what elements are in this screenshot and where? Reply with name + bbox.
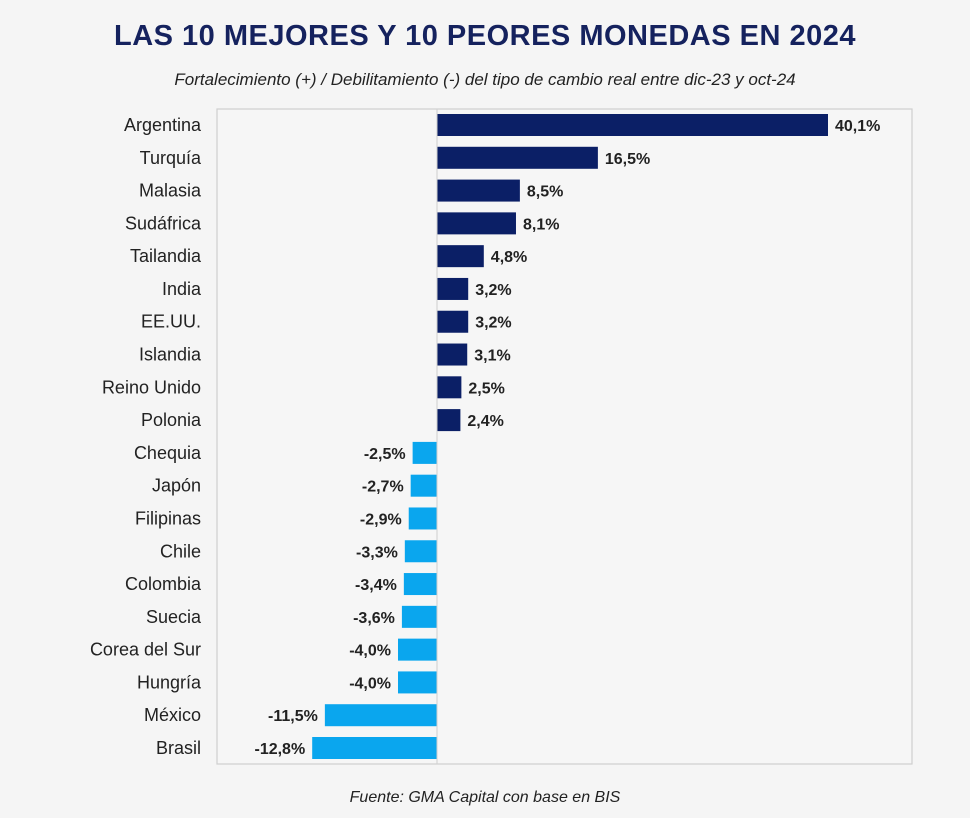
category-label: Chequia bbox=[134, 443, 202, 463]
data-label: -4,0% bbox=[349, 643, 391, 660]
data-label: -12,8% bbox=[254, 741, 305, 758]
category-label: Japón bbox=[152, 476, 201, 496]
bar-Islandia bbox=[437, 343, 468, 366]
bar-Reino Unido bbox=[437, 376, 462, 399]
data-label: 16,5% bbox=[605, 151, 650, 168]
category-label: Filipinas bbox=[135, 508, 201, 528]
bar-India bbox=[437, 277, 469, 300]
data-label: -2,7% bbox=[362, 479, 404, 496]
category-label: Islandia bbox=[139, 345, 202, 365]
bar-Chile bbox=[404, 540, 437, 563]
data-label: 3,2% bbox=[475, 315, 511, 332]
chart-title: LAS 10 MEJORES Y 10 PEORES MONEDAS EN 20… bbox=[114, 20, 856, 52]
category-label: India bbox=[162, 279, 202, 299]
chart-source: Fuente: GMA Capital con base en BIS bbox=[349, 789, 621, 806]
bar-Suecia bbox=[401, 605, 437, 628]
data-label: -4,0% bbox=[349, 675, 391, 692]
data-label: -3,6% bbox=[353, 610, 395, 627]
category-label: Reino Unido bbox=[102, 377, 201, 397]
category-label: Turquía bbox=[140, 148, 202, 168]
data-label: 2,4% bbox=[467, 413, 503, 430]
bar-Brasil bbox=[312, 737, 437, 759]
category-label: Corea del Sur bbox=[90, 640, 201, 660]
category-label: Argentina bbox=[124, 115, 202, 135]
data-label: 3,2% bbox=[475, 282, 511, 299]
category-label: Suecia bbox=[146, 607, 202, 627]
bar-Sudáfrica bbox=[437, 212, 516, 235]
category-label: Sudáfrica bbox=[125, 213, 202, 233]
bar-Argentina bbox=[437, 114, 828, 136]
data-label: -3,4% bbox=[355, 577, 397, 594]
category-label: Tailandia bbox=[130, 246, 202, 266]
category-label: Brasil bbox=[156, 738, 201, 758]
bar-Tailandia bbox=[437, 245, 484, 268]
data-label: -11,5% bbox=[268, 708, 318, 725]
category-label: Chile bbox=[160, 541, 201, 561]
data-label: -2,5% bbox=[364, 446, 406, 463]
data-label: 2,5% bbox=[468, 380, 504, 397]
category-label: Malasia bbox=[139, 181, 202, 201]
data-label: -3,3% bbox=[356, 544, 398, 561]
data-label: 8,1% bbox=[523, 216, 559, 233]
bar-EE.UU. bbox=[437, 310, 469, 333]
chart-subtitle: Fortalecimiento (+) / Debilitamiento (-)… bbox=[174, 70, 796, 89]
bar-Filipinas bbox=[408, 507, 437, 530]
bar-Chequia bbox=[412, 441, 437, 464]
bar-México bbox=[324, 704, 437, 727]
category-label: Polonia bbox=[141, 410, 202, 430]
data-label: 8,5% bbox=[527, 184, 563, 201]
data-label: 4,8% bbox=[491, 249, 527, 266]
bar-Turquía bbox=[437, 146, 598, 169]
category-label: Hungría bbox=[137, 672, 202, 692]
bar-Hungría bbox=[397, 671, 437, 694]
category-label: EE.UU. bbox=[141, 312, 201, 332]
bar-Malasia bbox=[437, 179, 520, 202]
category-label: Colombia bbox=[125, 574, 202, 594]
data-label: 40,1% bbox=[835, 118, 880, 135]
data-label: -2,9% bbox=[360, 511, 402, 528]
bar-Colombia bbox=[403, 573, 437, 596]
plot-frame bbox=[216, 108, 913, 765]
category-label: México bbox=[144, 705, 201, 725]
bar-Japón bbox=[410, 474, 437, 497]
bar-Corea del Sur bbox=[397, 638, 437, 661]
bar-Polonia bbox=[437, 409, 461, 432]
data-label: 3,1% bbox=[474, 348, 510, 365]
